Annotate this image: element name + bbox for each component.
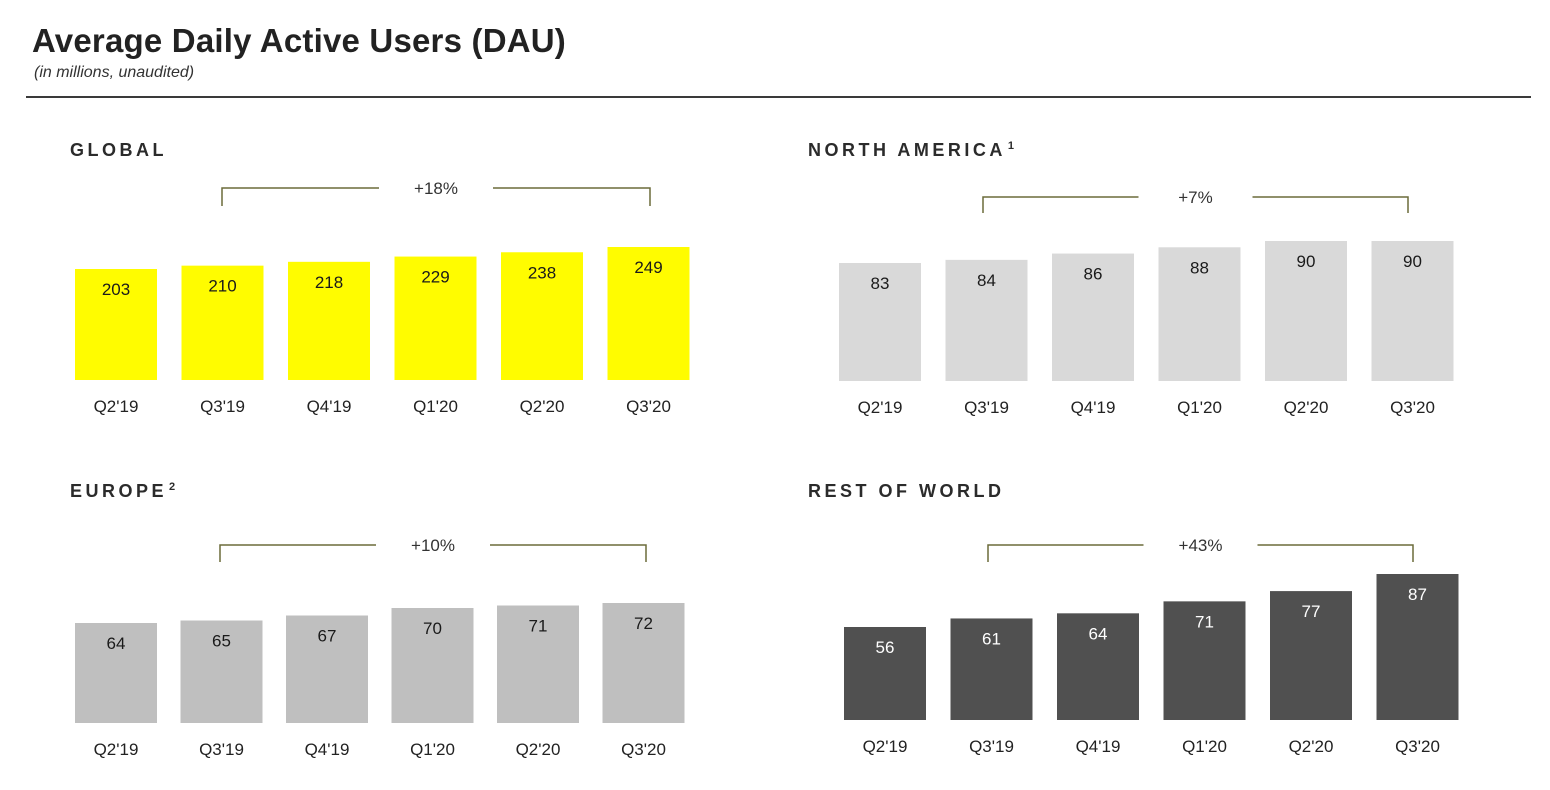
chart-title: REST OF WORLD <box>808 481 1005 501</box>
tick-label: Q1'20 <box>413 397 458 416</box>
tick-label: Q1'20 <box>1177 398 1222 417</box>
tick-label: Q3'19 <box>969 737 1014 756</box>
data-label: 71 <box>1195 612 1214 631</box>
tick-label: Q3'20 <box>1390 398 1435 417</box>
chart-panel-europe: EUROPE 2 64 Q2'19 65 Q3'19 67 Q4'19 70 Q1'20 71 Q2… <box>70 481 770 781</box>
data-label: 56 <box>876 638 895 657</box>
chart-panel-north-america: NORTH AMERICA 1 83 Q2'19 84 Q3'19 86 Q4'19 88 Q1… <box>808 140 1508 440</box>
tick-label: Q4'19 <box>1076 737 1121 756</box>
bar <box>1371 241 1454 381</box>
data-label: 87 <box>1408 585 1427 604</box>
data-label: 71 <box>529 617 548 636</box>
chart-svg: 64 Q2'19 65 Q3'19 67 Q4'19 70 Q1'20 71 Q2'20 72 Q3'… <box>75 536 685 759</box>
growth-bracket-left <box>219 544 376 562</box>
tick-label: Q1'20 <box>410 740 455 759</box>
tick-label: Q3'19 <box>200 397 245 416</box>
bar <box>75 623 157 723</box>
chart-title: GLOBAL <box>70 140 167 160</box>
bar <box>394 256 477 380</box>
tick-label: Q2'20 <box>516 740 561 759</box>
data-label: 218 <box>315 273 343 292</box>
growth-bracket-right <box>1257 544 1414 562</box>
data-label: 86 <box>1084 265 1103 284</box>
chart-title: NORTH AMERICA 1 <box>808 140 1014 160</box>
chart-title: EUROPE 2 <box>70 481 176 501</box>
bar <box>181 265 264 380</box>
header-divider <box>26 96 1531 98</box>
bar <box>391 608 474 723</box>
chart-panel-rest-of-world: REST OF WORLD 56 Q2'19 61 Q3'19 64 Q4'19 71 Q1'… <box>808 481 1508 781</box>
tick-label: Q1'20 <box>1182 737 1227 756</box>
bar <box>1163 601 1246 720</box>
bar <box>602 603 685 723</box>
chart-svg: 203 Q2'19 210 Q3'19 218 Q4'19 229 Q1'20 238 Q2'20… <box>75 179 690 416</box>
bar <box>839 263 921 381</box>
data-label: 249 <box>634 258 662 277</box>
growth-bracket-left <box>221 187 379 206</box>
data-label: 83 <box>871 274 890 293</box>
bar <box>607 247 690 380</box>
tick-label: Q3'20 <box>1395 737 1440 756</box>
growth-label: +7% <box>1178 188 1213 207</box>
bar <box>497 605 579 723</box>
bar <box>180 620 263 723</box>
data-label: 64 <box>1089 624 1108 643</box>
bar <box>1265 241 1347 381</box>
chart-svg: 83 Q2'19 84 Q3'19 86 Q4'19 88 Q1'20 90 Q2'20 90 Q3'… <box>839 188 1454 417</box>
growth-bracket-right <box>493 187 651 206</box>
tick-label: Q4'19 <box>307 397 352 416</box>
bar <box>844 627 926 720</box>
data-label: 90 <box>1297 252 1316 271</box>
tick-label: Q4'19 <box>305 740 350 759</box>
bar <box>1270 591 1352 720</box>
data-label: 203 <box>102 280 130 299</box>
data-label: 72 <box>634 614 653 633</box>
data-label: 65 <box>212 632 231 651</box>
page-title: Average Daily Active Users (DAU) <box>32 22 566 59</box>
bar <box>501 252 583 380</box>
data-label: 229 <box>421 268 449 287</box>
data-label: 64 <box>107 634 126 653</box>
bar <box>288 261 370 380</box>
data-label: 67 <box>318 627 337 646</box>
bar <box>1376 574 1459 720</box>
bar <box>945 259 1028 381</box>
tick-label: Q3'20 <box>621 740 666 759</box>
bar <box>1158 247 1241 381</box>
bar <box>286 615 368 723</box>
growth-bracket-left <box>987 544 1144 562</box>
data-label: 61 <box>982 629 1001 648</box>
data-label: 90 <box>1403 252 1422 271</box>
chart-panel-global: GLOBAL 203 Q2'19 210 Q3'19 218 Q4'19 229 Q1'20 2… <box>70 140 770 440</box>
data-label: 238 <box>528 263 556 282</box>
tick-label: Q2'19 <box>863 737 908 756</box>
tick-label: Q2'19 <box>858 398 903 417</box>
data-label: 210 <box>208 277 236 296</box>
tick-label: Q2'20 <box>1289 737 1334 756</box>
tick-label: Q2'19 <box>94 397 139 416</box>
growth-bracket-left <box>982 196 1139 213</box>
data-label: 88 <box>1190 258 1209 277</box>
bar <box>1057 613 1139 720</box>
tick-label: Q3'19 <box>199 740 244 759</box>
growth-bracket-right <box>490 544 647 562</box>
tick-label: Q3'20 <box>626 397 671 416</box>
data-label: 84 <box>977 271 996 290</box>
growth-label: +18% <box>414 179 458 198</box>
growth-label: +10% <box>411 536 455 555</box>
growth-bracket-right <box>1252 196 1409 213</box>
bar <box>1052 253 1134 381</box>
page-subtitle: (in millions, unaudited) <box>34 64 195 81</box>
tick-label: Q2'20 <box>520 397 565 416</box>
tick-label: Q4'19 <box>1071 398 1116 417</box>
bar <box>75 269 157 380</box>
tick-label: Q3'19 <box>964 398 1009 417</box>
growth-label: +43% <box>1179 536 1223 555</box>
tick-label: Q2'20 <box>1284 398 1329 417</box>
bar <box>950 618 1033 720</box>
tick-label: Q2'19 <box>94 740 139 759</box>
chart-svg: 56 Q2'19 61 Q3'19 64 Q4'19 71 Q1'20 77 Q2'20 87 Q3'… <box>844 536 1459 756</box>
data-label: 77 <box>1302 602 1321 621</box>
data-label: 70 <box>423 619 442 638</box>
